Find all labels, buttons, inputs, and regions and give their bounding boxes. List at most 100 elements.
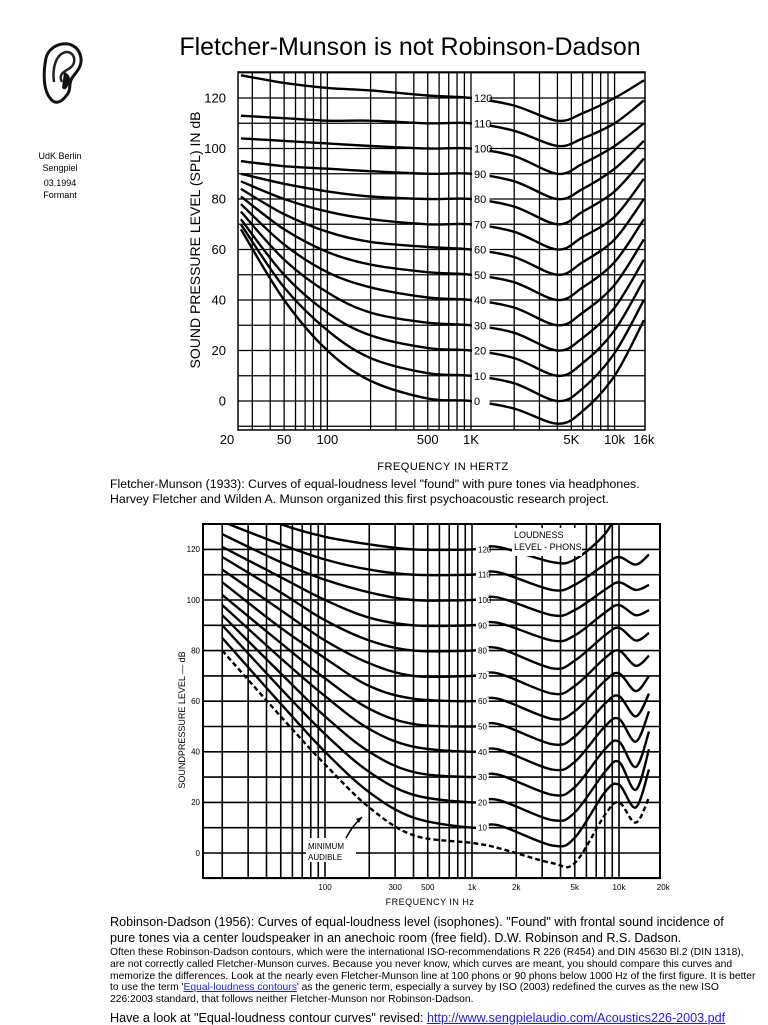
curve-label-bg [472, 167, 490, 179]
curve-label: 120 [474, 93, 492, 105]
y-tick-label: 0 [196, 849, 201, 858]
curve-label: 30 [474, 320, 486, 332]
curve-label: 80 [474, 194, 486, 206]
curve-label: 40 [478, 748, 487, 757]
curve-90 [221, 545, 650, 643]
x-tick-label: 20k [657, 883, 671, 892]
caption-robinson-dadson: Robinson-Dadson (1956): Curves of equal-… [110, 914, 724, 946]
curve-label-bg [472, 319, 490, 331]
side-info-line: 03.1994 [43, 178, 77, 188]
curve-100 [240, 122, 645, 176]
curve-label-bg [472, 193, 490, 204]
x-tick-label: 10k [604, 432, 625, 447]
x-tick-label: 500 [417, 432, 439, 447]
curve-label: 70 [474, 219, 486, 231]
curve-label: 110 [478, 571, 491, 580]
plot-frame [237, 71, 646, 431]
fletcher-munson-chart: 1201101009080706050403020100020406080100… [187, 71, 655, 473]
curve-0 [239, 228, 645, 425]
y-tick-label: 40 [191, 748, 200, 757]
x-axis-label: FREQUENCY IN Hz [386, 897, 475, 907]
curve-label-bg [476, 773, 489, 782]
curve-label-bg [472, 117, 490, 129]
x-tick-label: 100 [317, 432, 339, 447]
curve-10 [221, 637, 651, 848]
revised-text: Have a look at "Equal-loudness contour c… [110, 1011, 427, 1025]
curve-50 [240, 195, 645, 302]
curve-label: 0 [474, 396, 480, 408]
curves [221, 524, 651, 869]
curve-70 [240, 178, 645, 251]
curve-label-bg [476, 798, 489, 807]
curve-minimum-audible [221, 649, 651, 869]
sengpiel-pdf-link[interactable]: http://www.sengpielaudio.com/Acoustics22… [426, 1011, 726, 1025]
y-axis-label: SOUND PRESSURE LEVEL (SPL) IN dB [187, 111, 203, 368]
x-tick-label: 5K [563, 432, 579, 447]
curve-40 [221, 604, 651, 772]
minimum-audible-annotation: AUDIBLE [308, 853, 342, 862]
curve-30 [221, 614, 651, 797]
legend-bg [512, 528, 582, 556]
curve-label: 10 [478, 824, 487, 833]
curve-label-bg [472, 344, 490, 356]
curve-label: 70 [478, 672, 487, 681]
curve-label: 30 [478, 773, 487, 782]
y-tick-label: 20 [191, 798, 200, 807]
curve-label-bg [472, 92, 490, 103]
page-title: Fletcher-Munson is not Robinson-Dadson [179, 33, 641, 61]
legend-title: LOUDNESS [514, 530, 564, 540]
x-tick-label: 300 [388, 883, 402, 892]
y-tick-label: 60 [212, 242, 226, 257]
x-tick-label: 10k [613, 883, 627, 892]
curve-label: 100 [474, 144, 492, 156]
caption-line: Robinson-Dadson (1956): Curves of equal-… [110, 915, 724, 929]
curve-40 [240, 203, 645, 327]
curve-label: 50 [478, 723, 487, 732]
side-info-line: Sengpiel [42, 163, 78, 173]
curve-label: 90 [474, 169, 486, 181]
curve-label-bg [476, 747, 489, 756]
curve-label-bg [472, 268, 490, 280]
curve-120 [240, 74, 645, 123]
curve-label-bg [476, 646, 489, 655]
curve-20 [221, 624, 651, 823]
x-tick-label: 100 [318, 883, 332, 892]
curve-label: 60 [474, 245, 486, 257]
curve-label-bg [472, 294, 490, 305]
curve-label-bg [476, 697, 489, 706]
side-info: UdK Berlin Sengpiel 03.1994 Formant [30, 150, 90, 201]
y-tick-label: 80 [212, 192, 226, 207]
caption-line: pure tones via a center loudspeaker in a… [110, 931, 682, 945]
explanation-paragraph: Often these Robinson-Dadson contours, wh… [110, 947, 760, 1006]
y-tick-label: 100 [204, 141, 226, 156]
curve-label: 20 [478, 798, 487, 807]
paragraph-text: ' as the generic term, especially a surv… [110, 982, 719, 1006]
curve-110 [240, 99, 645, 148]
curve-30 [240, 210, 645, 352]
x-tick-label: 50 [277, 432, 291, 447]
revised-curves-line: Have a look at "Equal-loudness contour c… [110, 1011, 725, 1025]
x-tick-label: 1k [468, 883, 477, 892]
plot-frame [202, 523, 661, 879]
y-tick-label: 120 [187, 545, 201, 554]
curve-label-bg [476, 671, 489, 680]
annotation-bg [306, 838, 356, 862]
curve-label-bg [476, 621, 489, 630]
x-tick-label: 20 [220, 432, 234, 447]
curve-60 [240, 187, 645, 277]
equal-loudness-link[interactable]: Equal-loudness contours [183, 982, 297, 994]
y-axis-label: SOUNDPRESSURE LEVEL — dB [177, 651, 187, 788]
y-tick-label: 60 [191, 697, 200, 706]
y-tick-label: 120 [204, 91, 226, 106]
caption-line: Harvey Fletcher and Wilden A. Munson org… [110, 492, 609, 506]
curve-label: 80 [478, 647, 487, 656]
curve-label-bg [476, 823, 489, 832]
curve-label: 20 [474, 346, 486, 358]
robinson-dadson-chart: 1201101009080706050403020100204060801001… [177, 523, 671, 907]
curve-60 [221, 581, 650, 721]
curve-label: 120 [478, 545, 492, 554]
curve-label: 60 [478, 697, 487, 706]
curve-label: 10 [474, 371, 486, 383]
curve-10 [239, 223, 645, 403]
minimum-audible-annotation: MINIMUM [308, 842, 344, 851]
